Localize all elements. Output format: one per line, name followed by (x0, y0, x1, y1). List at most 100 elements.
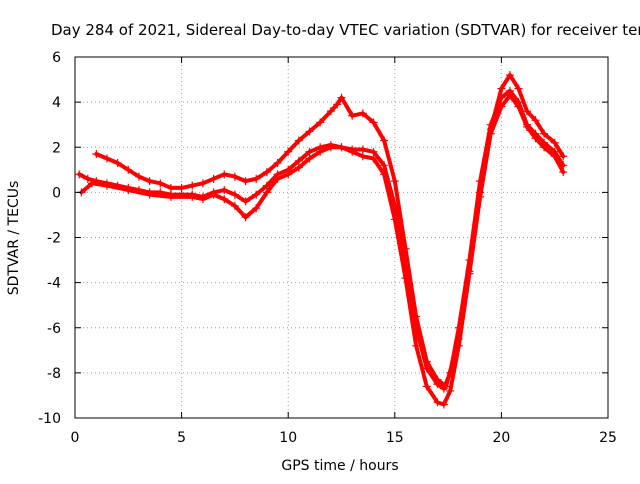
x-tick-label: 20 (492, 430, 510, 446)
x-axis-label: GPS time / hours (281, 458, 398, 474)
data-point (433, 375, 442, 384)
data-point (531, 134, 540, 143)
data-point (514, 84, 523, 93)
data-point (209, 190, 218, 199)
y-tick-label: -2 (47, 231, 61, 247)
series-line (94, 73, 566, 389)
data-point (262, 181, 271, 190)
data-point (166, 183, 175, 192)
data-point (316, 147, 325, 156)
data-point (559, 168, 568, 177)
data-point (358, 145, 367, 154)
data-point (294, 136, 303, 145)
y-tick-label: -6 (47, 321, 61, 337)
data-point (358, 152, 367, 161)
data-point (540, 143, 549, 152)
data-point (559, 152, 568, 161)
data-point (198, 179, 207, 188)
data-point (348, 147, 357, 156)
data-point (220, 195, 229, 204)
data-point (326, 107, 335, 116)
data-point (220, 186, 229, 195)
data-point (540, 129, 549, 138)
x-tick-label: 25 (599, 430, 617, 446)
data-point (188, 181, 197, 190)
data-point (412, 341, 421, 350)
data-point (209, 174, 218, 183)
data-point (134, 172, 143, 181)
data-point (380, 170, 389, 179)
data-point (550, 138, 559, 147)
data-point (230, 172, 239, 181)
data-point (514, 102, 523, 111)
data-point (358, 109, 367, 118)
data-point (401, 244, 410, 253)
data-point (241, 213, 250, 222)
data-point (433, 398, 442, 407)
x-axis-ticks: 0 5 10 15 20 25 (71, 57, 617, 446)
y-tick-label: -4 (47, 276, 61, 292)
data-point (241, 197, 250, 206)
y-axis-label: SDTVAR / TECUs (6, 181, 22, 296)
data-point (262, 188, 271, 197)
data-point (497, 84, 506, 93)
data-point (369, 118, 378, 127)
data-point (198, 195, 207, 204)
series-track-lower (77, 91, 568, 409)
data-point (305, 147, 314, 156)
data-point (145, 177, 154, 186)
data-point (522, 122, 531, 131)
data-point (505, 91, 514, 100)
data-point (284, 147, 293, 156)
data-point (284, 170, 293, 179)
data-point (252, 174, 261, 183)
data-point (124, 186, 133, 195)
data-series (75, 71, 568, 409)
data-point (446, 386, 455, 395)
data-point (252, 190, 261, 199)
data-point (316, 118, 325, 127)
y-tick-label: 6 (52, 50, 61, 66)
data-point (380, 161, 389, 170)
data-point (252, 204, 261, 213)
data-point (390, 177, 399, 186)
x-tick-label: 15 (386, 430, 404, 446)
data-point (273, 159, 282, 168)
data-point (262, 168, 271, 177)
x-tick-label: 5 (177, 430, 186, 446)
data-point (83, 174, 92, 183)
data-point (92, 150, 101, 159)
data-point (369, 154, 378, 163)
data-point (505, 71, 514, 80)
data-point (124, 165, 133, 174)
data-point (522, 107, 531, 116)
data-point (102, 181, 111, 190)
y-tick-label: -10 (38, 411, 61, 427)
data-point (305, 127, 314, 136)
data-point (230, 190, 239, 199)
data-point (230, 201, 239, 210)
y-tick-label: -8 (47, 366, 61, 382)
data-point (188, 192, 197, 201)
data-point (531, 116, 540, 125)
chart-title: Day 284 of 2021, Sidereal Day-to-day VTE… (51, 21, 640, 39)
data-point (145, 190, 154, 199)
data-point (294, 156, 303, 165)
series-track-upper (92, 71, 568, 391)
data-point (550, 152, 559, 161)
data-point (441, 382, 450, 391)
data-point (422, 382, 431, 391)
data-point (390, 215, 399, 224)
data-point (102, 154, 111, 163)
data-point (166, 192, 175, 201)
data-point (241, 177, 250, 186)
data-point (497, 102, 506, 111)
data-point (401, 274, 410, 283)
data-point (454, 341, 463, 350)
data-point (476, 192, 485, 201)
y-tick-label: 2 (52, 140, 61, 156)
data-point (294, 163, 303, 172)
y-tick-label: 4 (52, 95, 61, 111)
series-line (79, 93, 566, 407)
